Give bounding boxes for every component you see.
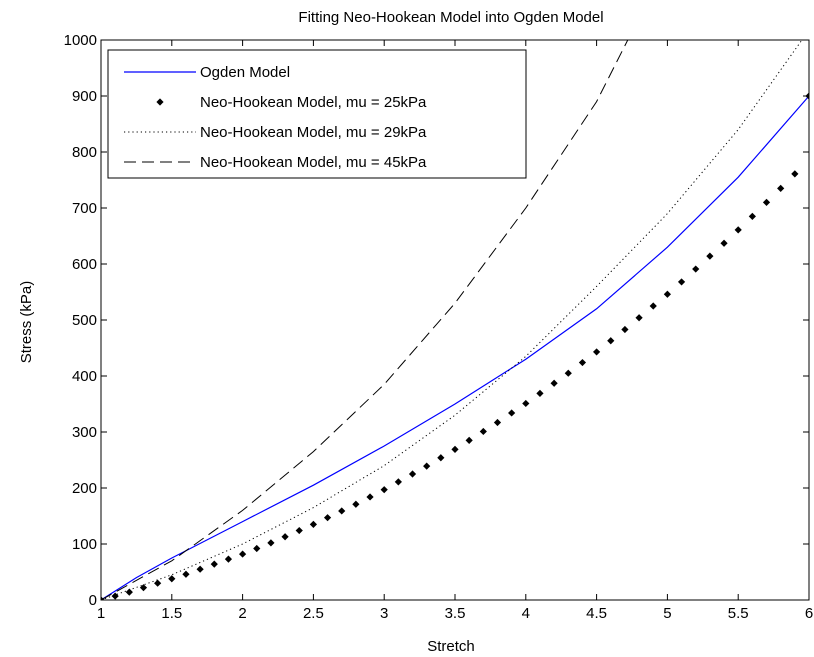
series-4-line bbox=[101, 40, 629, 600]
series-2-point-15 bbox=[295, 526, 303, 535]
legend-label-1: Ogden Model bbox=[200, 64, 290, 81]
series-2-point-38 bbox=[621, 325, 629, 334]
series-2-point-9 bbox=[210, 560, 218, 568]
series-2-point-29 bbox=[493, 418, 502, 427]
series-2-point-39 bbox=[635, 314, 643, 322]
x-tick-label-4: 2.5 bbox=[303, 605, 324, 622]
series-2-point-48 bbox=[762, 198, 771, 206]
series-2-point-41 bbox=[663, 290, 671, 298]
series-2-point-18 bbox=[338, 507, 346, 515]
series-2-point-27 bbox=[465, 436, 473, 444]
series-3-line bbox=[101, 40, 803, 600]
x-tick-label-3: 2 bbox=[238, 605, 246, 622]
x-axis-title: Stretch bbox=[427, 638, 475, 655]
series-2-point-45 bbox=[720, 239, 728, 247]
series-2-point-42 bbox=[677, 278, 686, 286]
series-2-point-33 bbox=[550, 379, 558, 387]
series-2-point-7 bbox=[182, 570, 190, 578]
y-tick-label-5: 400 bbox=[72, 368, 97, 385]
y-tick-label-2: 100 bbox=[72, 536, 97, 553]
x-tick-label-5: 3 bbox=[380, 605, 388, 622]
series-2-point-3 bbox=[125, 588, 133, 596]
series-group bbox=[101, 40, 809, 600]
series-2-point-36 bbox=[593, 348, 601, 356]
series-2-point-16 bbox=[309, 520, 317, 528]
series-2-point-14 bbox=[281, 533, 289, 541]
y-tick-label-9: 800 bbox=[72, 144, 97, 161]
x-tick-label-7: 4 bbox=[522, 605, 530, 622]
legend: Ogden Model Neo-Hookean Model, mu = 25kPa… bbox=[107, 49, 527, 179]
series-2-point-44 bbox=[706, 252, 714, 260]
series-2-point-32 bbox=[536, 389, 544, 397]
y-tick-label-6: 500 bbox=[72, 312, 97, 329]
series-2-point-24 bbox=[423, 462, 431, 470]
series-2-point-5 bbox=[154, 579, 162, 587]
x-tick-label-8: 4.5 bbox=[586, 605, 607, 622]
x-tick-label-10: 5.5 bbox=[728, 605, 749, 622]
series-2-point-20 bbox=[366, 493, 374, 501]
chart-title: Fitting Neo-Hookean Model into Ogden Mod… bbox=[298, 9, 603, 26]
series-2-point-10 bbox=[224, 555, 233, 563]
y-tick-label-10: 900 bbox=[72, 88, 97, 105]
series-2-point-6 bbox=[168, 575, 176, 583]
series-2-point-35 bbox=[578, 358, 587, 367]
series-2-point-49 bbox=[777, 184, 785, 192]
series-2-point-21 bbox=[380, 486, 388, 494]
series-2-point-30 bbox=[508, 409, 516, 417]
series-2-point-37 bbox=[607, 337, 615, 345]
series-2-point-8 bbox=[196, 565, 204, 573]
series-1-line bbox=[101, 95, 809, 600]
series-2-point-23 bbox=[408, 470, 417, 478]
series-2-point-2 bbox=[111, 592, 119, 600]
y-tick-label-1: 0 bbox=[89, 592, 97, 609]
axes: 1 1.5 2 2.5 3 3.5 4 4.5 5 5.5 6 0 100 200 300 400 500 600… bbox=[64, 32, 814, 622]
series-2-point-22 bbox=[394, 478, 402, 486]
y-tick-label-8: 700 bbox=[72, 200, 97, 217]
series-2-point-28 bbox=[479, 427, 487, 436]
legend-label-2: Neo-Hookean Model, mu = 25kPa bbox=[200, 94, 427, 111]
series-2-point-47 bbox=[748, 212, 756, 220]
series-2-point-19 bbox=[352, 500, 360, 508]
series-2-point-50 bbox=[791, 170, 799, 178]
legend-marker-2 bbox=[156, 98, 164, 106]
legend-label-3: Neo-Hookean Model, mu = 29kPa bbox=[200, 124, 427, 141]
x-tick-label-11: 6 bbox=[805, 605, 813, 622]
series-2-point-34 bbox=[564, 369, 572, 377]
series-2-point-31 bbox=[522, 399, 530, 408]
series-2-point-12 bbox=[253, 544, 261, 553]
y-tick-label-3: 200 bbox=[72, 480, 97, 497]
y-tick-label-11: 1000 bbox=[64, 32, 97, 49]
x-tick-label-6: 3.5 bbox=[445, 605, 466, 622]
series-2-point-13 bbox=[267, 539, 275, 547]
x-tick-label-2: 1.5 bbox=[161, 605, 182, 622]
series-2-point-25 bbox=[437, 454, 445, 462]
plot-area bbox=[101, 40, 809, 600]
y-tick-label-7: 600 bbox=[72, 256, 97, 273]
legend-label-4: Neo-Hookean Model, mu = 45kPa bbox=[200, 154, 427, 171]
x-tick-label-1: 1 bbox=[97, 605, 105, 622]
legend-box bbox=[107, 49, 527, 179]
series-2-point-40 bbox=[649, 302, 657, 310]
series-2-point-43 bbox=[692, 265, 700, 273]
x-tick-label-9: 5 bbox=[663, 605, 671, 622]
series-2-point-26 bbox=[451, 445, 459, 453]
series-2-point-17 bbox=[323, 514, 332, 522]
y-axis-title: Stress (kPa) bbox=[18, 281, 35, 364]
series-2-point-46 bbox=[734, 226, 742, 234]
series-2-point-11 bbox=[239, 550, 247, 558]
y-tick-label-4: 300 bbox=[72, 424, 97, 441]
